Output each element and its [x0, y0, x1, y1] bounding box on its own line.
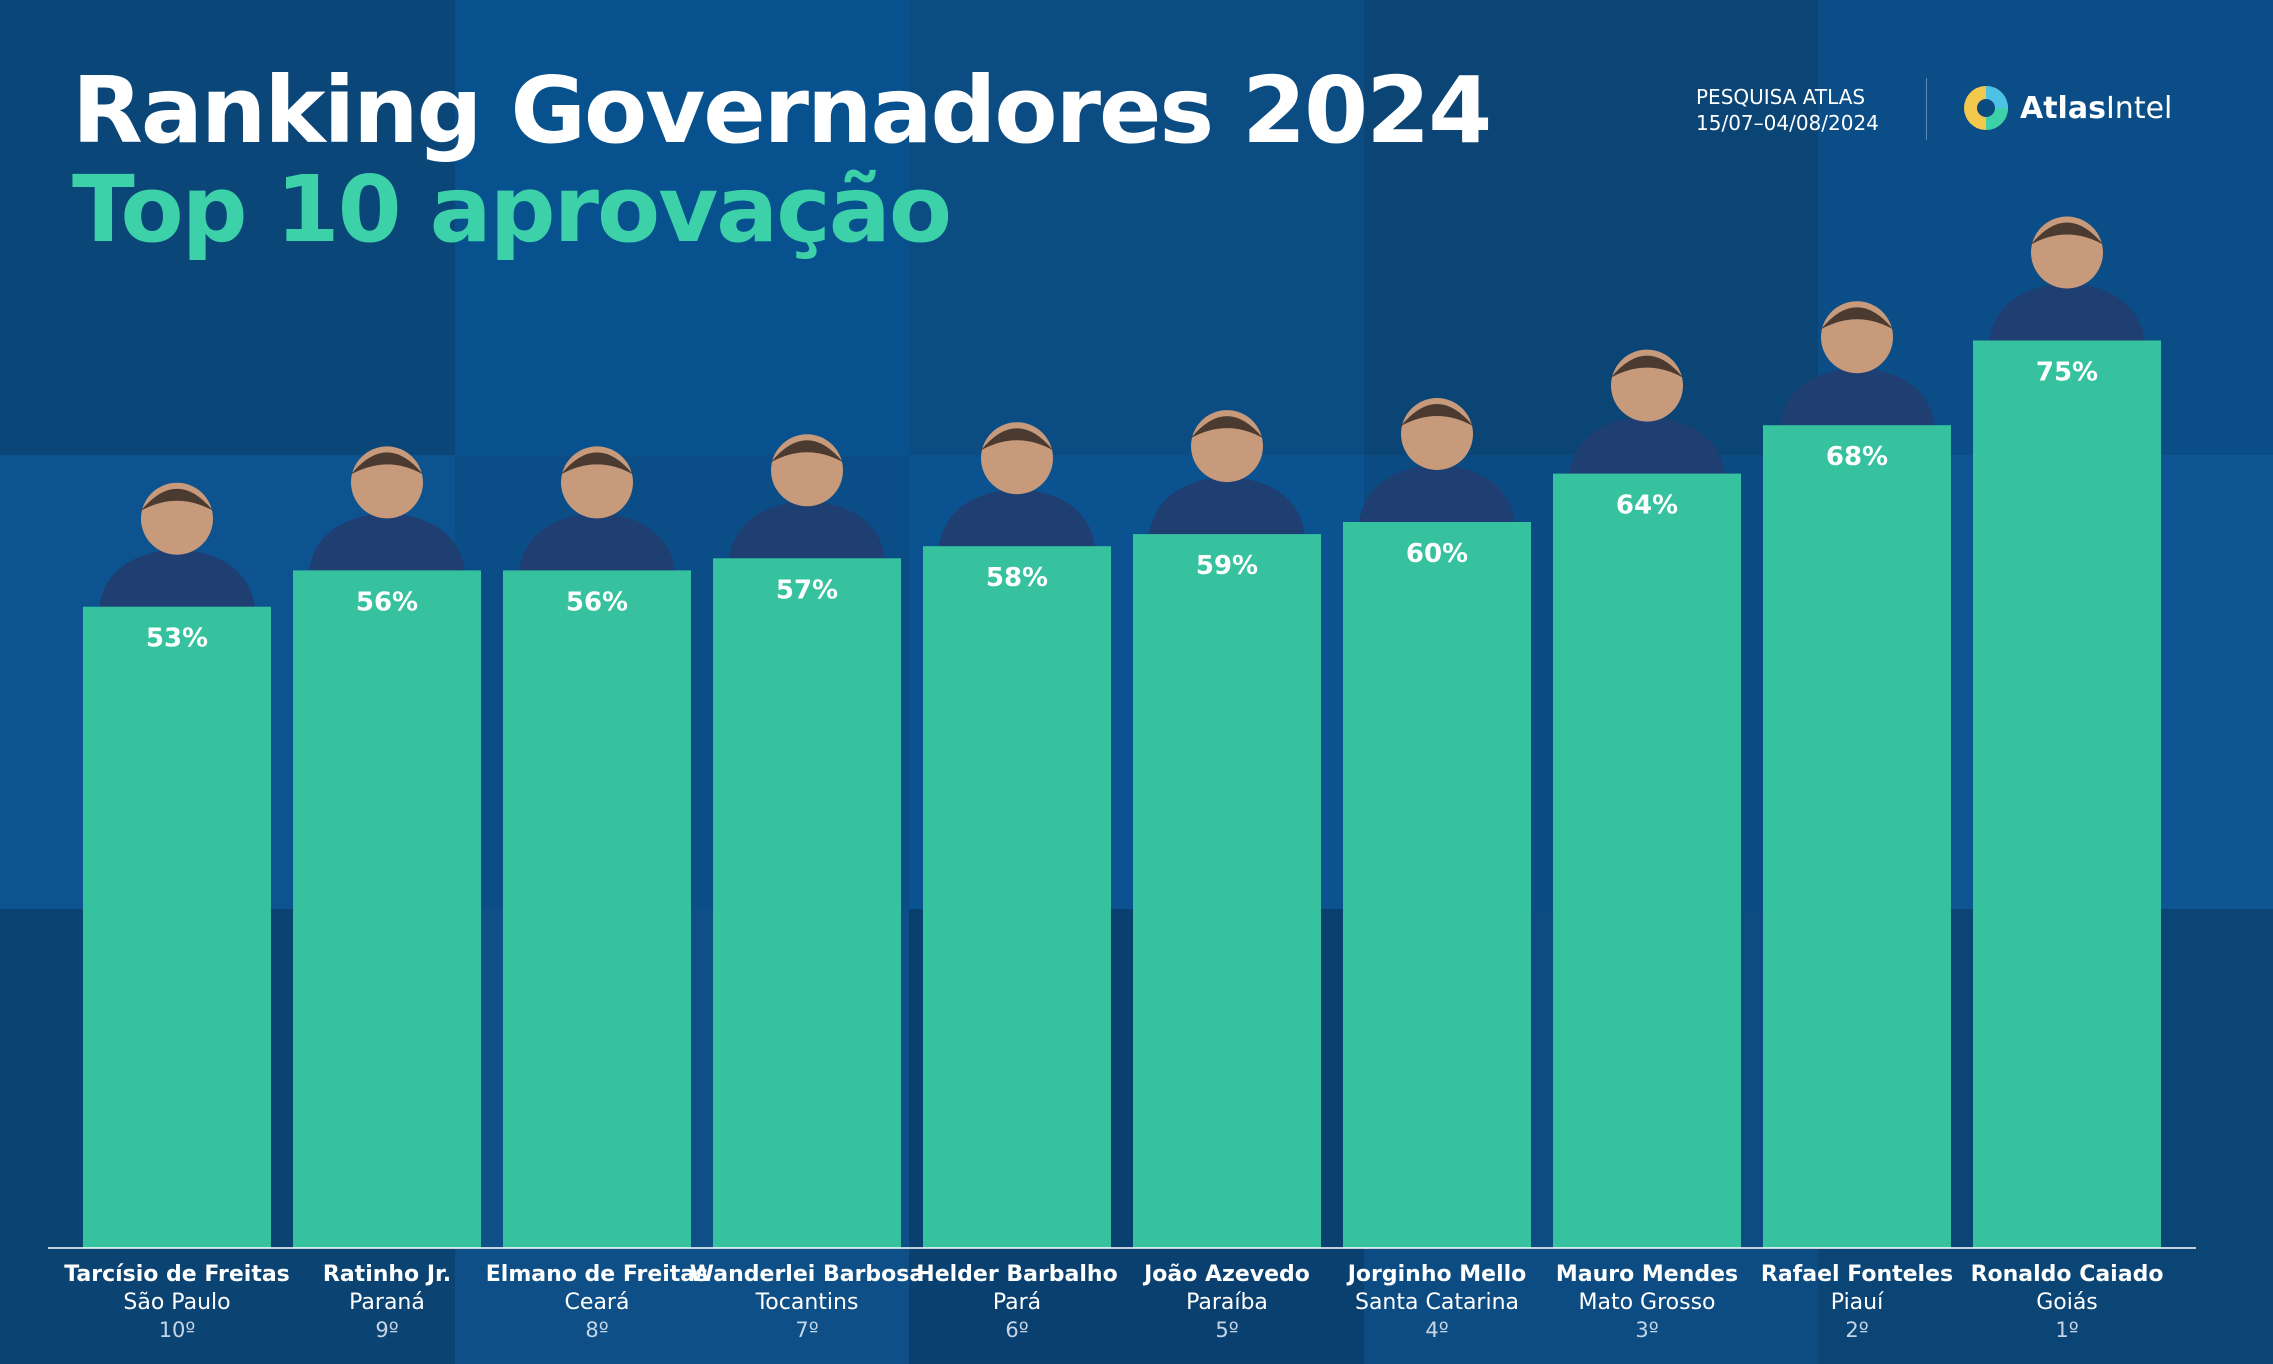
- portrait-hair-9: [1821, 307, 1893, 330]
- bar-4: [713, 558, 901, 1248]
- rank-label-10: 1º: [2055, 1318, 2078, 1342]
- portrait-shoulders-3: [519, 512, 675, 571]
- bar-10: [1973, 340, 2161, 1248]
- state-label-4: Tocantins: [755, 1290, 859, 1315]
- portrait-shoulders-2: [309, 512, 465, 571]
- bar-2: [293, 570, 481, 1248]
- portrait-hair-10: [2031, 222, 2103, 245]
- state-label-5: Pará: [993, 1290, 1041, 1315]
- bar-6: [1133, 534, 1321, 1248]
- portrait-shoulders-1: [99, 548, 255, 607]
- bar-3: [503, 570, 691, 1248]
- category-label-4: Wanderlei Barbosa: [690, 1262, 924, 1287]
- bar-7: [1343, 522, 1531, 1248]
- survey-dates: 15/07–04/08/2024: [1696, 111, 1879, 135]
- category-label-10: Ronaldo Caiado: [1971, 1262, 2164, 1287]
- rank-label-9: 2º: [1845, 1318, 1868, 1342]
- state-label-1: São Paulo: [123, 1290, 230, 1315]
- state-label-2: Paraná: [349, 1290, 425, 1315]
- value-label-3: 56%: [566, 587, 628, 617]
- rank-label-6: 5º: [1215, 1318, 1238, 1342]
- value-label-2: 56%: [356, 587, 418, 617]
- portrait-hair-5: [981, 428, 1053, 451]
- category-label-5: Helder Barbalho: [916, 1262, 1117, 1287]
- value-label-9: 68%: [1826, 442, 1888, 472]
- rank-label-3: 8º: [585, 1318, 608, 1342]
- portrait-shoulders-8: [1569, 415, 1725, 474]
- state-label-8: Mato Grosso: [1579, 1290, 1716, 1315]
- rank-label-2: 9º: [375, 1318, 398, 1342]
- category-label-2: Ratinho Jr.: [323, 1262, 451, 1287]
- rank-label-7: 4º: [1425, 1318, 1448, 1342]
- atlas-logo-icon: [1964, 86, 2008, 130]
- value-label-1: 53%: [146, 624, 208, 654]
- state-label-9: Piauí: [1831, 1290, 1884, 1315]
- portrait-shoulders-6: [1149, 476, 1305, 535]
- portrait-shoulders-7: [1359, 464, 1515, 522]
- rank-label-5: 6º: [1005, 1318, 1028, 1342]
- state-label-6: Paraíba: [1186, 1290, 1268, 1315]
- title-block: Ranking Governadores 2024 Top 10 aprovaç…: [72, 57, 1492, 264]
- chart-subtitle: Top 10 aprovação: [72, 156, 952, 264]
- bar-9: [1763, 425, 1951, 1248]
- category-label-9: Rafael Fonteles: [1761, 1262, 1953, 1287]
- rank-label-4: 7º: [795, 1318, 818, 1342]
- portrait-shoulders-10: [1989, 282, 2145, 341]
- value-label-10: 75%: [2036, 358, 2098, 388]
- portrait-shoulders-4: [729, 500, 885, 559]
- value-label-5: 58%: [986, 563, 1048, 593]
- portrait-hair-2: [351, 452, 423, 475]
- bar-1: [83, 606, 271, 1248]
- survey-info: PESQUISA ATLAS 15/07–04/08/2024: [1696, 84, 1879, 136]
- header-divider: [1926, 78, 1927, 140]
- chart-title: Ranking Governadores 2024: [72, 57, 1492, 164]
- portrait-hair-6: [1191, 416, 1263, 439]
- category-label-1: Tarcísio de Freitas: [64, 1262, 290, 1287]
- portrait-hair-4: [771, 440, 843, 463]
- portrait-hair-1: [141, 488, 213, 511]
- atlasintel-logo: AtlasIntel: [1962, 84, 2172, 132]
- category-label-8: Mauro Mendes: [1556, 1262, 1738, 1287]
- state-label-7: Santa Catarina: [1355, 1290, 1519, 1315]
- portrait-hair-3: [561, 452, 633, 475]
- portrait-hair-7: [1401, 404, 1473, 426]
- value-label-4: 57%: [776, 575, 838, 605]
- portrait-shoulders-5: [939, 488, 1095, 547]
- rank-label-1: 10º: [159, 1318, 196, 1342]
- category-label-7: Jorginho Mello: [1346, 1262, 1527, 1287]
- category-label-6: João Azevedo: [1142, 1262, 1310, 1287]
- value-label-7: 60%: [1406, 539, 1468, 569]
- portrait-hair-8: [1611, 355, 1683, 378]
- state-label-10: Goiás: [2036, 1290, 2098, 1315]
- bar-8: [1553, 473, 1741, 1249]
- category-label-3: Elmano de Freitas: [486, 1262, 709, 1287]
- portrait-shoulders-9: [1779, 367, 1935, 426]
- rank-label-8: 3º: [1635, 1318, 1658, 1342]
- value-label-8: 64%: [1616, 491, 1678, 521]
- value-label-6: 59%: [1196, 551, 1258, 581]
- logo-text: AtlasIntel: [2020, 90, 2173, 126]
- state-label-3: Ceará: [565, 1290, 630, 1315]
- survey-label: PESQUISA ATLAS: [1696, 85, 1866, 109]
- bar-5: [923, 546, 1111, 1248]
